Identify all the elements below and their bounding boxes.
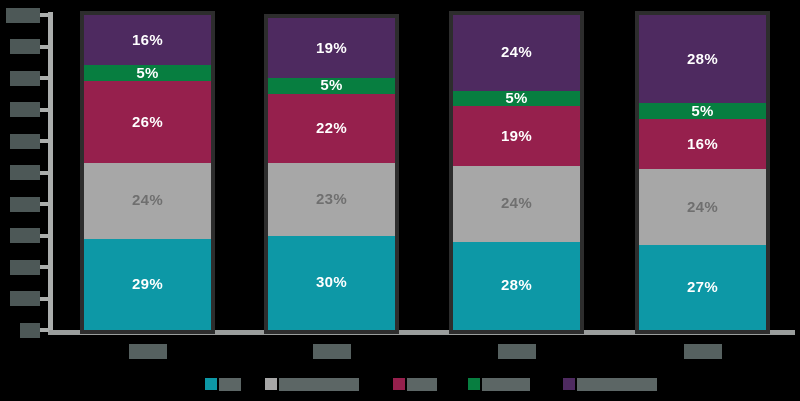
bar-segment: 26% <box>84 81 211 164</box>
y-axis-tick <box>40 265 49 269</box>
y-axis-tick <box>40 296 49 301</box>
stacked-bar: 19% 5% 22% 23% 30% <box>268 18 395 330</box>
redacted-legend-label <box>482 378 530 391</box>
bar-segment: 24% <box>453 166 580 242</box>
y-axis-tick <box>40 139 49 143</box>
legend-swatch <box>563 378 575 390</box>
redacted-y-tick-label <box>10 165 40 180</box>
segment-percentage-label: 30% <box>316 274 347 292</box>
segment-percentage-label: 29% <box>132 275 163 293</box>
redacted-legend-label <box>407 378 437 391</box>
bar-segment: 28% <box>453 241 580 330</box>
bar-segment: 16% <box>639 118 766 170</box>
bar-segment: 5% <box>268 77 395 95</box>
redacted-legend-label <box>279 378 359 391</box>
redacted-y-tick-label <box>10 259 40 275</box>
redacted-y-tick-label <box>10 39 40 54</box>
segment-percentage-label: 28% <box>687 50 718 68</box>
segment-percentage-label: 24% <box>132 192 163 210</box>
segment-percentage-label: 24% <box>501 195 532 213</box>
bar-segment: 27% <box>639 244 766 330</box>
segment-percentage-label: 16% <box>132 31 163 49</box>
bar-segment: 5% <box>453 89 580 107</box>
redacted-y-tick-label <box>20 322 40 338</box>
segment-percentage-label: 5% <box>691 102 714 120</box>
segment-percentage-label: 24% <box>687 198 718 216</box>
x-axis-baseline <box>48 330 795 335</box>
segment-percentage-label: 26% <box>132 113 163 131</box>
y-axis-line <box>48 12 53 334</box>
bar-segment: 19% <box>453 106 580 167</box>
legend-swatch <box>393 378 405 390</box>
redacted-y-tick-label <box>10 291 40 306</box>
bar-segment: 24% <box>453 15 580 91</box>
bar-segment: 24% <box>639 169 766 245</box>
segment-percentage-label: 27% <box>687 278 718 296</box>
stacked-bar: 28% 5% 16% 24% 27% <box>639 15 766 330</box>
redacted-y-tick-label <box>10 196 40 212</box>
redacted-y-tick-label <box>6 7 40 23</box>
segment-percentage-label: 5% <box>320 77 343 95</box>
stacked-bar: 16% 5% 26% 24% 29% <box>84 15 211 330</box>
redacted-category-label <box>313 344 351 359</box>
segment-percentage-label: 24% <box>501 44 532 62</box>
bar-segment: 30% <box>268 235 395 330</box>
segment-percentage-label: 23% <box>316 190 347 208</box>
y-axis-tick <box>40 76 49 80</box>
bar-segment: 29% <box>84 238 211 330</box>
segment-percentage-label: 19% <box>316 39 347 57</box>
y-axis-tick <box>40 13 49 17</box>
legend-swatch <box>468 378 480 390</box>
segment-percentage-label: 5% <box>505 89 528 107</box>
segment-percentage-label: 28% <box>501 277 532 295</box>
redacted-legend-label <box>219 378 241 391</box>
segment-percentage-label: 5% <box>136 64 159 82</box>
bar-segment: 19% <box>268 18 395 79</box>
legend-swatch <box>205 378 217 390</box>
bar-segment: 23% <box>268 163 395 236</box>
y-axis-tick <box>40 202 49 206</box>
redacted-category-label <box>498 344 536 359</box>
y-axis-tick <box>40 328 49 332</box>
bar-segment: 22% <box>268 93 395 164</box>
segment-percentage-label: 16% <box>687 135 718 153</box>
bar-segment: 28% <box>639 15 766 104</box>
redacted-legend-label <box>577 378 657 391</box>
bar-segment: 5% <box>639 102 766 120</box>
bar-segment: 24% <box>84 163 211 239</box>
redacted-y-tick-label <box>10 70 40 86</box>
redacted-category-label <box>684 344 722 359</box>
bar-segment: 5% <box>84 64 211 82</box>
redacted-y-tick-label <box>10 228 40 243</box>
stacked-bar: 24% 5% 19% 24% 28% <box>453 15 580 330</box>
redacted-category-label <box>129 344 167 359</box>
y-axis-tick <box>40 44 49 49</box>
bar-segment: 16% <box>84 15 211 66</box>
segment-percentage-label: 19% <box>501 127 532 145</box>
legend-swatch <box>265 378 277 390</box>
segment-percentage-label: 22% <box>316 119 347 137</box>
redacted-y-tick-label <box>10 102 40 117</box>
y-axis-tick <box>40 233 49 238</box>
redacted-y-tick-label <box>10 133 40 149</box>
y-axis-tick <box>40 107 49 112</box>
y-axis-tick <box>40 170 49 175</box>
